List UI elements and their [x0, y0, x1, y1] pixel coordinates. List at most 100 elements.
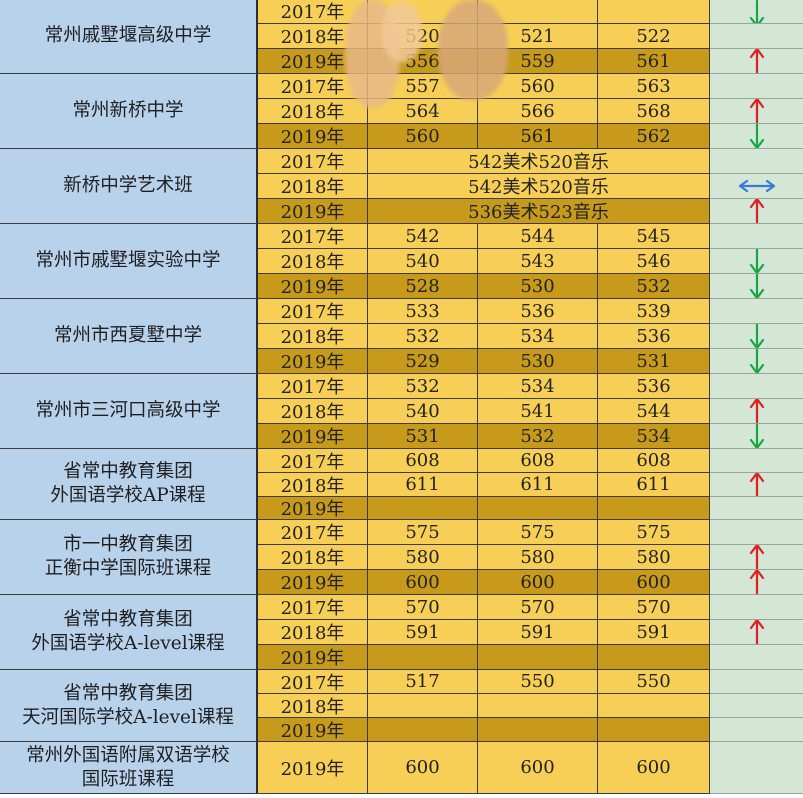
score-cell: 522 [598, 24, 710, 49]
trend-cell [710, 497, 803, 520]
trend-cell [710, 694, 803, 718]
year-cell: 2019年 [258, 718, 368, 742]
trend-cell [710, 24, 803, 49]
up-arrow-icon [749, 99, 764, 123]
score-cell: 531 [368, 424, 478, 449]
score-cell [478, 497, 598, 520]
score-cell: 536 [478, 299, 598, 324]
year-cell: 2019年 [258, 349, 368, 374]
year-cell: 2019年 [258, 199, 368, 224]
trend-cell [710, 449, 803, 473]
year-cell: 2018年 [258, 324, 368, 349]
school-name-cell: 新桥中学艺术班 [0, 149, 258, 224]
score-cell: 600 [598, 570, 710, 595]
score-cell: 533 [368, 299, 478, 324]
year-cell: 2017年 [258, 224, 368, 249]
score-cell: 544 [478, 224, 598, 249]
score-cell: 591 [478, 620, 598, 645]
year-cell: 2018年 [258, 249, 368, 274]
score-cell: 608 [368, 449, 478, 473]
score-cell [478, 645, 598, 670]
score-cell: 532 [478, 424, 598, 449]
up-arrow-icon [749, 473, 764, 496]
trend-cell [710, 0, 803, 24]
school-name-cell: 常州市戚墅堰实验中学 [0, 224, 258, 299]
score-cell: 541 [478, 399, 598, 424]
score-cell [368, 694, 478, 718]
score-cell: 591 [368, 620, 478, 645]
score-cell: 550 [598, 670, 710, 694]
score-cell: 536 [598, 374, 710, 399]
trend-cell [710, 174, 803, 199]
school-name-cell: 省常中教育集团外国语学校A-level课程 [0, 595, 258, 670]
year-cell: 2018年 [258, 99, 368, 124]
down-arrow-icon [749, 324, 764, 348]
score-cell: 517 [368, 670, 478, 694]
score-cell: 539 [598, 299, 710, 324]
school-name-cell: 省常中教育集团 天河国际学校A-level课程 [0, 670, 258, 742]
year-cell: 2019年 [258, 124, 368, 149]
score-cell: 580 [368, 545, 478, 570]
score-cell: 532 [368, 374, 478, 399]
score-cell: 564 [368, 99, 478, 124]
score-cell: 560 [368, 124, 478, 149]
trend-cell [710, 324, 803, 349]
score-cell: 566 [478, 99, 598, 124]
school-name-line: 常州戚墅堰高级中学 [44, 25, 212, 46]
school-name-cell: 省常中教育集团 外国语学校AP课程 [0, 449, 258, 520]
score-cell: 531 [598, 349, 710, 374]
year-cell: 2018年 [258, 473, 368, 497]
down-arrow-icon [749, 249, 764, 273]
score-cell: 600 [478, 742, 598, 794]
score-cell [368, 497, 478, 520]
trend-cell [710, 545, 803, 570]
trend-cell [710, 520, 803, 545]
trend-cell [710, 595, 803, 620]
year-cell: 2018年 [258, 399, 368, 424]
up-arrow-icon [749, 199, 764, 223]
score-cell [598, 694, 710, 718]
year-cell: 2018年 [258, 694, 368, 718]
trend-cell [710, 74, 803, 99]
school-name-line: 常州外国语附属双语学校 [26, 744, 230, 766]
score-cell: 530 [478, 274, 598, 299]
score-cell: 542 [368, 224, 478, 249]
up-arrow-icon [749, 545, 764, 569]
year-cell: 2019年 [258, 497, 368, 520]
year-cell: 2017年 [258, 374, 368, 399]
down-arrow-icon [749, 124, 764, 148]
score-cell: 568 [598, 99, 710, 124]
trend-cell [710, 274, 803, 299]
score-cell: 600 [478, 570, 598, 595]
score-cell [368, 718, 478, 742]
school-name-line: 省常中教育集团 [63, 461, 193, 482]
score-cell: 530 [478, 349, 598, 374]
year-cell: 2018年 [258, 545, 368, 570]
down-arrow-icon [749, 0, 764, 23]
school-name-cell: 常州戚墅堰高级中学 [0, 0, 258, 74]
year-cell: 2017年 [258, 0, 368, 24]
score-cell [598, 718, 710, 742]
score-cell: 534 [478, 374, 598, 399]
score-cell: 580 [598, 545, 710, 570]
score-cell: 534 [598, 424, 710, 449]
score-cell: 570 [598, 595, 710, 620]
trend-cell [710, 199, 803, 224]
school-name-line: 外国语学校AP课程 [50, 485, 206, 506]
year-cell: 2017年 [258, 595, 368, 620]
trend-cell [710, 570, 803, 595]
score-cell: 563 [598, 74, 710, 99]
year-cell: 2017年 [258, 520, 368, 545]
trend-cell [710, 670, 803, 694]
score-cell: 575 [478, 520, 598, 545]
score-cell: 529 [368, 349, 478, 374]
score-cell: 545 [598, 224, 710, 249]
school-name-line: 外国语学校A-level课程 [31, 633, 225, 654]
school-name-line: 常州新桥中学 [72, 100, 184, 121]
school-name-line: 常州市西夏墅中学 [53, 325, 202, 346]
school-name-cell: 常州市三河口高级中学 [0, 374, 258, 449]
trend-cell [710, 349, 803, 374]
score-cell: 600 [598, 742, 710, 794]
school-name-line: 市一中教育集团 [63, 534, 193, 555]
school-name-line: 省常中教育集团 [63, 609, 193, 630]
